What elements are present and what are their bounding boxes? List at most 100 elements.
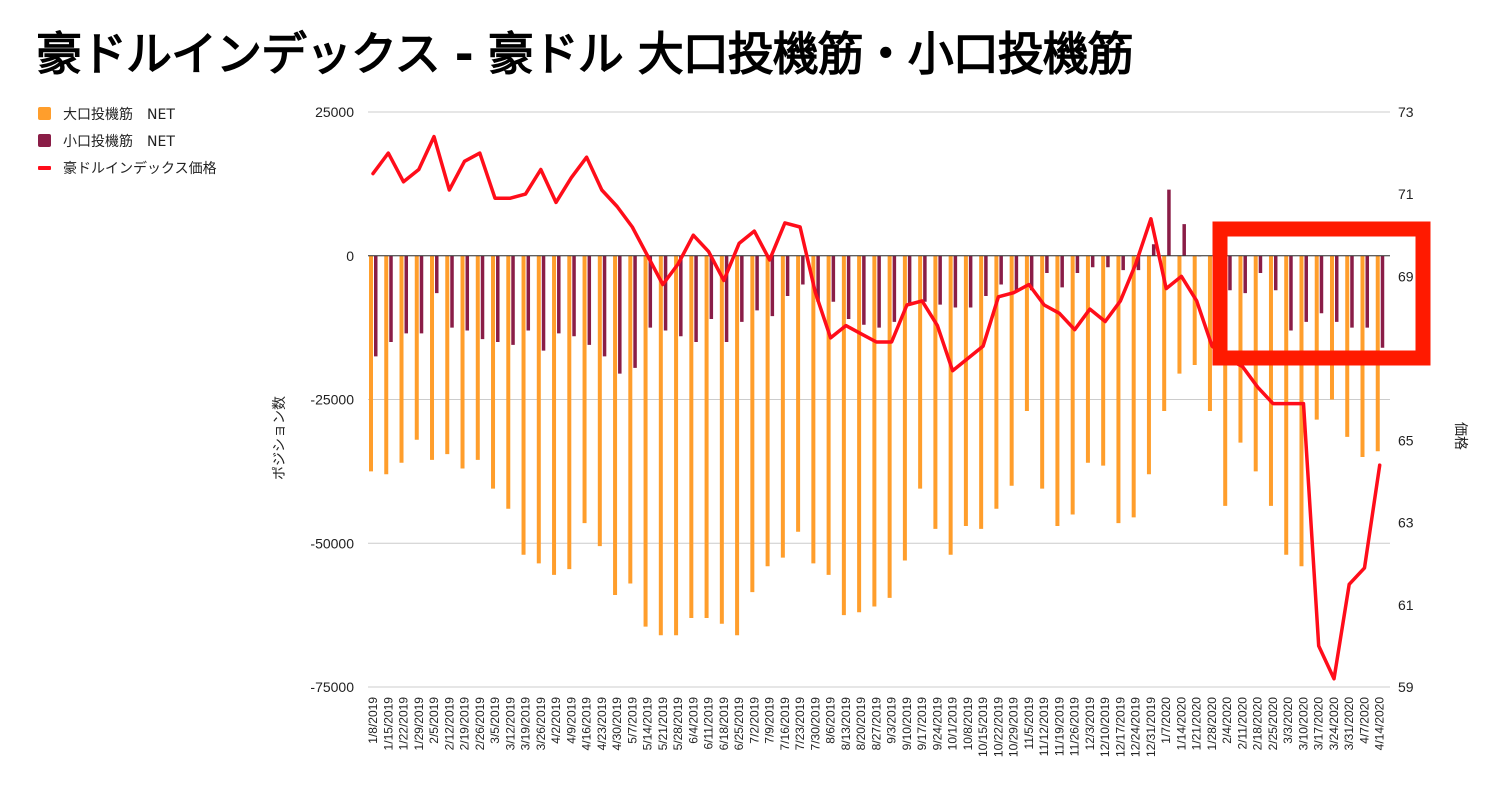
bar-large-20 [674,255,679,636]
x-tick-label-61: 3/10/2020 [1297,697,1311,751]
bar-small-65 [1365,255,1369,328]
y-tick-left-2: -25000 [310,392,354,408]
highlight-box [1212,221,1431,366]
bar-small-38 [953,255,958,308]
bar-small-32 [862,255,866,325]
x-tick-label-19: 5/21/2019 [656,697,670,751]
bar-large-13 [567,255,572,570]
bar-small-2 [404,255,409,334]
x-tick-label-9: 3/12/2019 [503,697,517,751]
x-tick-label-47: 12/3/2019 [1083,697,1097,751]
bar-large-26 [765,255,770,567]
x-tick-label-18: 5/14/2019 [641,697,655,751]
bar-small-8 [496,255,500,342]
bar-small-26 [770,255,775,317]
x-tick-label-7: 2/26/2019 [473,697,487,751]
bar-small-16 [618,255,622,374]
bar-small-46 [1075,255,1080,273]
x-tick-label-32: 8/20/2019 [854,697,868,751]
x-tick-label-66: 4/14/2020 [1373,697,1387,751]
bar-small-15 [602,255,607,357]
x-tick-label-56: 2/4/2020 [1220,697,1234,744]
bar-large-3 [414,255,419,440]
bar-small-17 [633,255,637,368]
legend-label-small: 小口投機筋 NET [63,133,175,150]
bar-small-35 [907,255,912,305]
bar-large-6 [460,255,465,469]
x-tick-label-15: 4/23/2019 [595,697,609,751]
x-tick-label-13: 4/9/2019 [564,697,578,744]
x-tick-label-5: 2/12/2019 [442,697,456,751]
bar-large-14 [582,255,587,524]
bar-large-45 [1055,255,1060,526]
x-tick-label-58: 2/18/2020 [1251,697,1265,751]
x-tick-label-20: 5/28/2019 [671,697,685,751]
legend-item-price: 豪ドルインデックス価格 [38,154,217,181]
bar-small-22 [709,255,714,319]
bar-large-29 [811,255,816,564]
bar-small-36 [923,255,927,302]
x-tick-label-3: 1/29/2019 [412,697,426,751]
legend-item-small: 小口投機筋 NET [38,127,217,154]
bar-small-5 [450,255,454,328]
bar-large-12 [552,255,557,575]
bar-small-10 [526,255,531,331]
x-tick-label-28: 7/23/2019 [793,697,807,751]
bar-small-66 [1380,255,1385,348]
x-tick-label-40: 10/15/2019 [976,697,990,757]
chart-title: 豪ドルインデックス - 豪ドル 大口投機筋・小口投機筋 [36,27,1134,81]
bar-small-40 [984,255,988,296]
bar-small-52 [1167,189,1171,256]
bar-small-47 [1090,255,1095,268]
y-tick-left-1: 0 [346,248,354,264]
bar-small-39 [968,255,973,308]
bar-large-21 [689,255,694,618]
bar-large-40 [979,255,984,529]
x-tick-label-23: 6/18/2019 [717,697,731,751]
x-tick-label-25: 7/2/2019 [747,697,761,744]
y-tick-left-0: 25000 [315,104,354,120]
x-tick-label-10: 3/19/2019 [519,697,533,751]
bar-large-28 [796,255,801,532]
x-tick-label-8: 3/5/2019 [488,697,502,744]
bar-large-17 [628,255,633,584]
x-tick-label-21: 6/4/2019 [686,697,700,744]
bar-large-50 [1131,255,1136,518]
bar-small-25 [755,255,759,311]
bar-large-25 [750,255,755,593]
legend-label-large: 大口投機筋 NET [63,106,175,123]
bar-large-31 [841,255,846,616]
bar-small-64 [1350,255,1354,328]
x-tick-label-45: 11/19/2019 [1052,697,1066,756]
bar-large-44 [1040,255,1045,489]
bar-small-62 [1319,255,1324,314]
bar-small-3 [419,255,424,334]
y-tick-left-4: -75000 [310,679,354,695]
x-tick-label-39: 10/8/2019 [961,697,975,751]
bar-large-15 [597,255,602,547]
bar-large-47 [1085,255,1090,463]
bar-small-23 [724,255,729,342]
y-axis-title-right: 価格 [1452,422,1468,450]
legend-item-large: 大口投機筋 NET [38,100,217,127]
bar-large-37 [933,255,938,529]
x-tick-label-1: 1/15/2019 [381,697,395,751]
bar-small-49 [1121,255,1125,271]
x-tick-label-52: 1/7/2020 [1159,697,1173,744]
bar-large-19 [658,255,663,636]
x-tick-label-42: 10/29/2019 [1007,697,1021,757]
x-tick-label-22: 6/11/2019 [702,697,716,750]
x-tick-label-30: 8/6/2019 [824,697,838,744]
bar-small-12 [557,255,561,334]
x-tick-label-62: 3/17/2020 [1312,697,1326,751]
bar-large-52 [1162,255,1167,411]
bar-large-59 [1268,255,1273,506]
y-tick-right-5: 61 [1398,597,1414,613]
bar-small-27 [785,255,790,296]
bar-large-49 [1116,255,1121,524]
bar-large-1 [384,255,389,475]
bar-small-21 [694,255,698,342]
bar-large-46 [1070,255,1075,515]
x-tick-label-6: 2/19/2019 [458,697,472,751]
